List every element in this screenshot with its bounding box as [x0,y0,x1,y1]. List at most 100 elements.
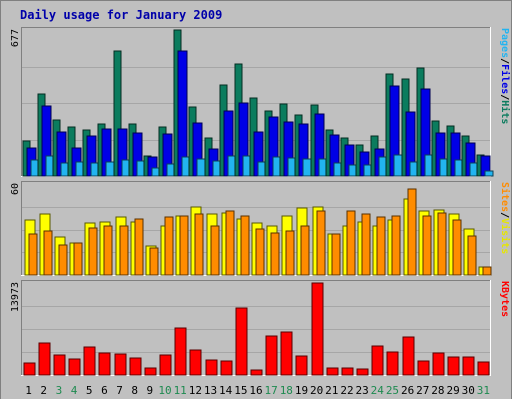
panel-legend: Sites/Visits [499,182,511,254]
bar-kbytes-day-31 [477,361,490,376]
bar-kbytes-day-28 [432,352,445,376]
bar-kbytes-day-15 [235,307,248,376]
legend-separator: / [499,58,510,64]
x-tick-label: 1 [25,384,32,397]
x-tick-label: 7 [116,384,123,397]
bar-sites-day-22 [346,210,356,276]
x-axis-labels: 1 2 3 4 5 6 7 8 9 10 11 12 13 14 15 16 17 18 19 20 21 22 23 24 2… [25,384,490,397]
bar-sites-day-26 [407,188,417,276]
bar-sites-day-14 [225,210,235,276]
legend-item-kbytes: KBytes [499,281,510,317]
x-tick-label: 15 [234,384,247,397]
bar-pages-day-19 [302,158,312,177]
bar-sites-day-30 [467,235,477,276]
bar-kbytes-day-5 [83,346,96,376]
bar-sites-day-15 [240,215,250,276]
bar-kbytes-day-30 [462,356,475,376]
legend-separator: / [499,212,510,218]
bar-sites-day-11 [179,215,189,276]
bar-sites-day-1 [28,233,38,276]
x-tick-label: 19 [295,384,308,397]
x-tick-label: 21 [325,384,338,397]
bar-kbytes-day-7 [114,353,127,376]
legend-item-pages: Pages [499,28,510,58]
panel-visits-sites: 60 Sites/Visits [10,181,511,276]
bar-pages-day-25 [393,154,403,177]
x-tick-label: 2 [40,384,47,397]
bar-pages-day-12 [196,158,206,177]
x-tick-label: 9 [147,384,154,397]
bar-sites-day-28 [437,212,447,276]
bar-sites-day-20 [316,210,326,276]
bar-kbytes-day-23 [356,368,369,376]
bar-kbytes-day-2 [38,342,51,376]
x-tick-label: 6 [101,384,108,397]
bar-kbytes-day-11 [174,327,187,376]
x-tick-label: 29 [446,384,459,397]
x-tick-label: 24 [371,384,385,397]
bar-sites-day-17 [270,232,280,276]
x-tick-label: 22 [340,384,353,397]
x-tick-label: 31 [477,384,490,397]
panel-kbytes: 13973 KBytes [10,280,510,376]
x-tick-label: 25 [386,384,399,397]
panel-hits-files-pages: 677 Pages/Files/Hits [10,27,511,177]
bar-kbytes-day-17 [265,335,278,376]
x-tick-label: 26 [401,384,414,397]
x-tick-label: 17 [265,384,278,397]
x-tick-label: 10 [158,384,171,397]
x-tick-label: 13 [204,384,217,397]
panel-legend: KBytes [499,281,510,317]
bar-sites-day-9 [149,247,159,276]
bar-kbytes-day-13 [205,359,218,376]
bar-sites-day-4 [73,242,83,276]
bar-sites-day-8 [134,218,144,276]
panel-max-label: 60 [10,183,21,195]
bar-sites-day-16 [255,228,265,276]
chart-title: Daily usage for January 2009 [20,8,222,22]
bar-sites-day-29 [452,219,462,276]
bar-kbytes-day-21 [326,367,339,376]
x-tick-label: 12 [189,384,202,397]
x-tick-label: 14 [219,384,233,397]
x-tick-label: 28 [431,384,444,397]
panel-max-label: 677 [10,29,21,47]
bar-kbytes-day-22 [341,367,354,376]
bar-kbytes-day-14 [220,360,233,376]
bar-kbytes-day-26 [402,336,415,376]
bar-sites-day-3 [58,244,68,276]
panel-legend: Pages/Files/Hits [499,28,511,124]
bar-sites-day-25 [391,215,401,276]
x-tick-label: 23 [356,384,369,397]
bar-sites-day-2 [43,230,53,276]
bar-pages-day-31 [484,170,494,177]
x-tick-label: 8 [131,384,138,397]
bar-kbytes-day-4 [68,358,81,376]
legend-item-visits: Visits [499,218,511,254]
bar-kbytes-day-10 [159,354,172,376]
legend-item-files: Files [499,64,511,94]
x-tick-label: 3 [56,384,63,397]
bar-kbytes-day-20 [311,282,324,376]
bar-kbytes-day-12 [189,349,202,376]
bar-sites-day-31 [482,266,492,276]
bar-sites-day-7 [119,225,129,276]
bar-kbytes-day-24 [371,345,384,376]
bar-kbytes-day-19 [295,355,308,376]
bar-sites-day-27 [422,215,432,276]
bar-sites-day-5 [88,227,98,276]
legend-separator: / [499,94,510,100]
x-tick-label: 18 [280,384,293,397]
bar-sites-day-23 [361,213,371,276]
legend-item-hits: Hits [499,100,511,124]
bar-sites-day-6 [103,225,113,276]
bar-sites-day-12 [194,213,204,276]
bar-kbytes-day-18 [280,331,293,376]
bar-sites-day-18 [285,230,295,276]
bar-kbytes-day-27 [417,360,430,376]
legend-item-sites: Sites [499,182,511,212]
bar-sites-day-21 [331,233,341,276]
bar-kbytes-day-9 [144,367,157,376]
bar-kbytes-day-16 [250,369,263,376]
